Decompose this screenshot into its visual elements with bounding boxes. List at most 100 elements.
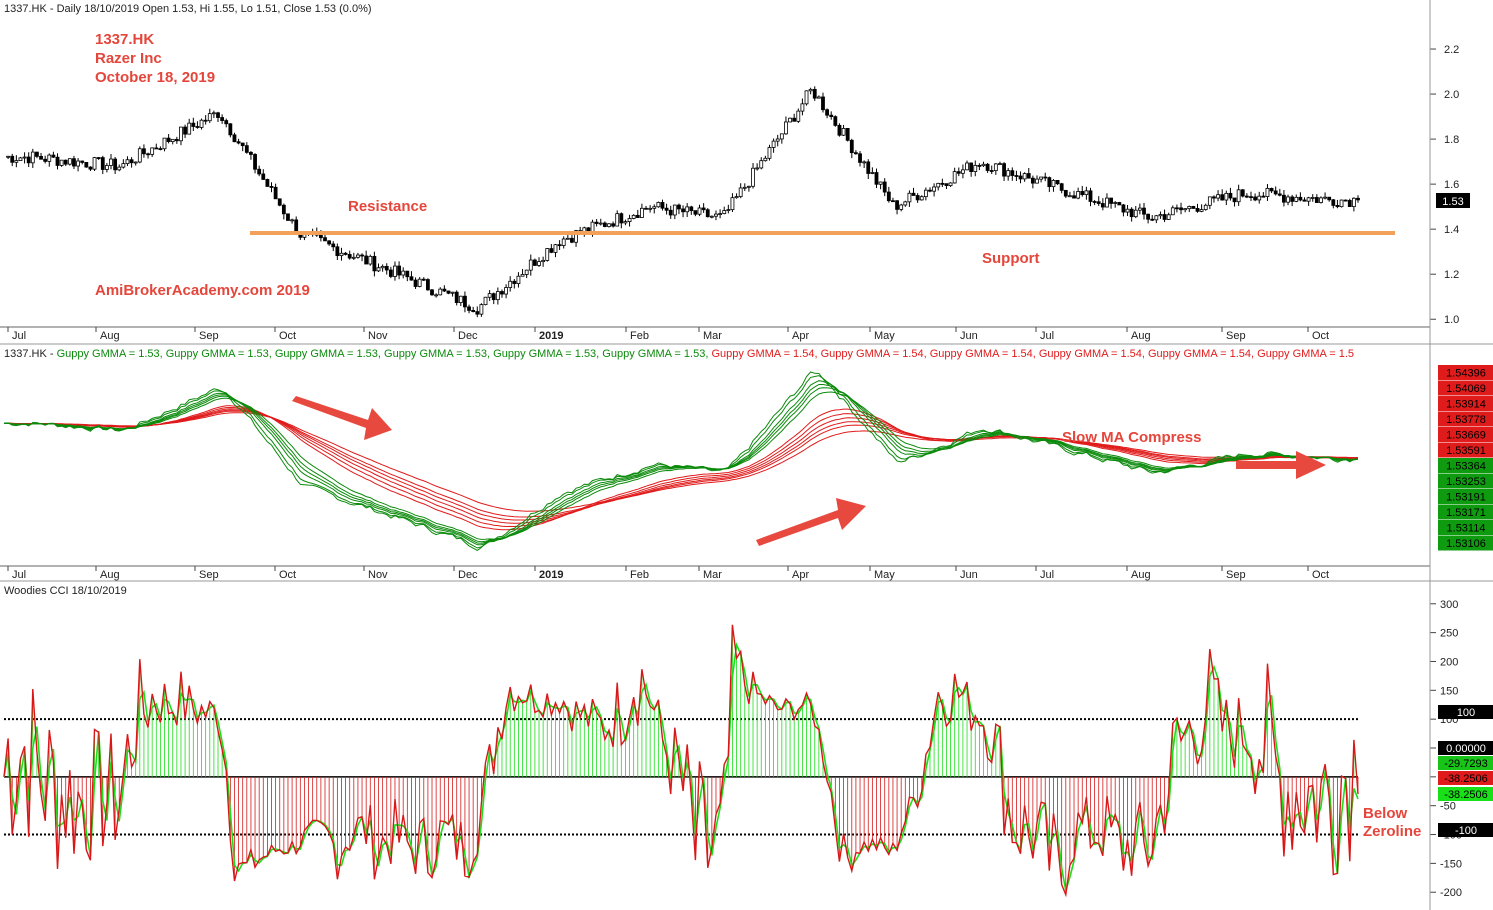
- candle-body: [619, 213, 624, 224]
- candle-body: [545, 248, 550, 261]
- gmma-x-axis: Jul Aug Sep Oct Nov Dec 2019 Feb Mar Apr May Jun Jul…: [0, 565, 1430, 581]
- candle-body: [142, 148, 146, 155]
- candle-body: [1253, 196, 1258, 201]
- x-tick-label: May: [874, 569, 895, 581]
- candle-body: [1121, 204, 1126, 213]
- candle-body: [360, 254, 364, 257]
- candle-body: [207, 113, 212, 122]
- candle-body: [524, 269, 529, 275]
- candle-body: [1339, 199, 1344, 208]
- candle-body: [961, 169, 965, 174]
- candle-body: [1249, 196, 1253, 199]
- candle-body: [919, 196, 924, 201]
- candle-body: [327, 240, 332, 245]
- candle-body: [199, 119, 204, 128]
- gmma-header-entry: Guppy GMMA = 1.53,: [493, 348, 602, 360]
- candle-body: [487, 293, 492, 298]
- gmma-value-badge: [1438, 396, 1493, 411]
- candle-body: [932, 186, 937, 192]
- candle-body: [146, 153, 150, 156]
- candle-body: [67, 158, 72, 165]
- candle-body: [825, 109, 830, 116]
- candle-body: [372, 255, 377, 272]
- candle-body: [154, 147, 159, 150]
- candle-body: [405, 270, 410, 278]
- candle-body: [281, 204, 286, 215]
- candle-body: [397, 265, 401, 276]
- candle-body: [1084, 190, 1089, 196]
- cci-value-badge-text: -29.7293: [1444, 758, 1487, 770]
- x-tick-label: Apr: [792, 569, 809, 581]
- candle-body: [965, 162, 969, 171]
- arrow-icon: [756, 498, 866, 546]
- zeroline-label: Zeroline: [1363, 823, 1421, 840]
- candle-body: [183, 126, 187, 135]
- candle-body: [290, 219, 294, 222]
- candle-body: [903, 201, 908, 206]
- candle-body: [784, 121, 788, 135]
- price-y-axis: 1.0 1.2 1.4 1.6 1.8 2.0 2.2: [1430, 44, 1459, 326]
- candle-body: [985, 163, 990, 171]
- candle-body: [1187, 206, 1192, 210]
- candle-body: [574, 230, 578, 243]
- x-tick-label: Aug: [100, 330, 120, 342]
- cci-value-badge: [1438, 741, 1493, 755]
- candle-body: [244, 145, 249, 153]
- candle-body: [882, 181, 887, 193]
- candle-body: [928, 189, 932, 192]
- cci-value-badge: [1438, 787, 1493, 801]
- gmma-header-entry: Guppy GMMA = 1.53,: [166, 348, 275, 360]
- candle-body: [1068, 195, 1072, 198]
- candle-body: [409, 276, 414, 281]
- candle-body: [874, 172, 879, 185]
- cci-value-badge: [1438, 823, 1493, 837]
- x-tick-label: Sep: [199, 569, 219, 581]
- candle-body: [1282, 194, 1286, 203]
- gmma-value-badge: [1438, 427, 1493, 442]
- gmma-slow-line: [4, 409, 1358, 521]
- candle-body: [907, 192, 912, 203]
- candle-body: [1162, 214, 1167, 220]
- gmma-header-entry: Guppy GMMA = 1.5: [1257, 348, 1354, 360]
- candle-body: [413, 279, 418, 287]
- price-plot-area: [6, 86, 1360, 318]
- candle-body: [491, 293, 496, 301]
- candle-body: [557, 244, 562, 247]
- candle-body: [1216, 194, 1220, 199]
- candle-body: [1191, 206, 1196, 209]
- cci-value-badge-text: 0.00000: [1446, 743, 1486, 755]
- candle-body: [92, 157, 97, 170]
- candle-body: [1302, 199, 1307, 202]
- candle-body: [30, 151, 35, 164]
- candle-body: [899, 204, 904, 210]
- candle-body: [1030, 177, 1035, 184]
- candle-body: [483, 296, 488, 306]
- candle-body: [948, 182, 953, 186]
- candle-body: [1133, 209, 1138, 218]
- chart-title-company: Razer Inc: [95, 50, 162, 67]
- candle-body: [1014, 175, 1019, 177]
- candle-body: [162, 137, 167, 150]
- candle-body: [1269, 187, 1274, 192]
- candle-body: [339, 252, 344, 257]
- candle-body: [368, 255, 373, 265]
- candle-body: [767, 147, 772, 159]
- candle-body: [1224, 192, 1229, 201]
- gmma-value-badge: [1438, 504, 1493, 520]
- x-tick-label: Nov: [368, 330, 388, 342]
- candle-body: [1035, 178, 1039, 184]
- candle-body: [940, 182, 945, 185]
- candle-body: [96, 157, 101, 159]
- y-tick-label: -200: [1440, 887, 1462, 899]
- candle-body: [1096, 201, 1101, 204]
- candle-body: [549, 248, 554, 253]
- candle-body: [598, 222, 603, 225]
- x-tick-label: Jun: [960, 569, 978, 581]
- candle-body: [277, 198, 282, 206]
- candle-body: [1310, 197, 1315, 199]
- slow-ma-compress-label: Slow MA Compress: [1062, 429, 1201, 446]
- gmma-value-badge-text: 1.53914: [1446, 399, 1486, 411]
- x-tick-label: Jun: [960, 330, 978, 342]
- candle-body: [454, 291, 459, 303]
- gmma-value-badge-text: 1.53591: [1446, 445, 1486, 457]
